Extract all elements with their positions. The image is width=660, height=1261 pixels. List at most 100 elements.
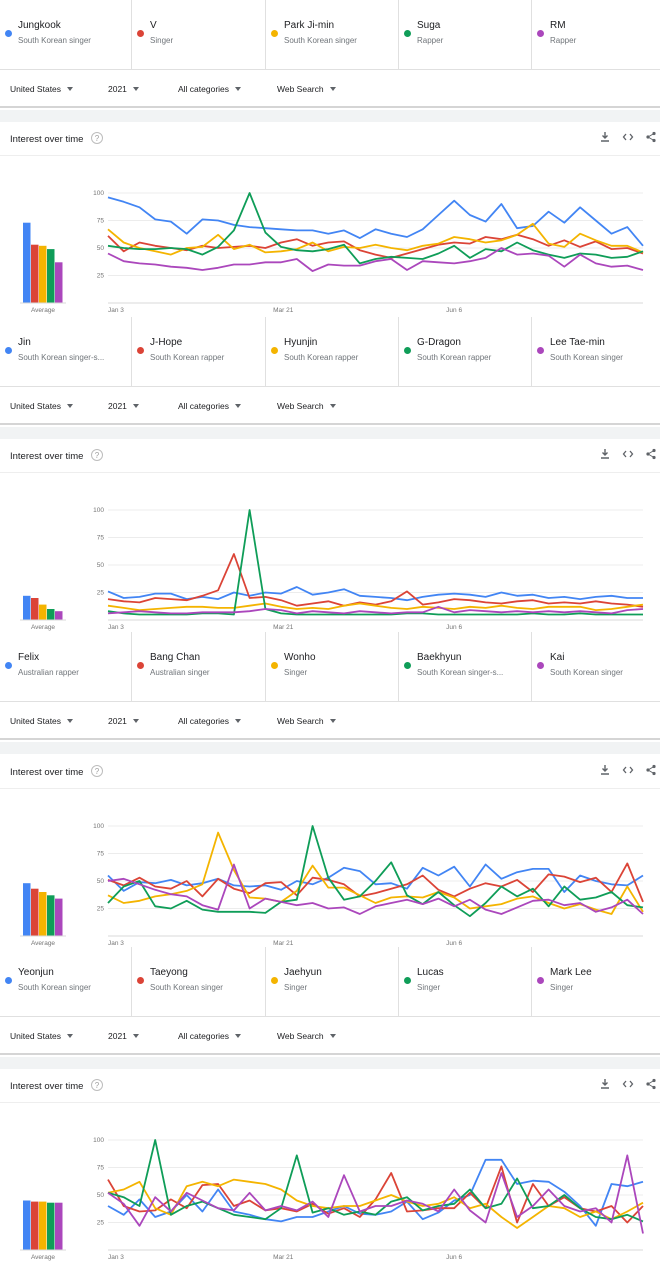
average-bar[interactable]: [39, 245, 47, 303]
series-line-4[interactable]: [107, 192, 644, 265]
term-name: Lee Tae-min: [550, 337, 605, 348]
share-icon[interactable]: [644, 448, 658, 462]
search-term-3[interactable]: Wonho Singer: [265, 632, 398, 702]
search-term-4[interactable]: Suga Rapper: [398, 0, 531, 70]
series-line-3[interactable]: [107, 602, 644, 612]
dropdown-label: All categories: [178, 716, 230, 726]
filters-bar: United States 2021 All categories Web Searc…: [0, 387, 660, 425]
search-term-3[interactable]: Jaehyun Singer: [265, 947, 398, 1017]
search-term-2[interactable]: Taeyong South Korean singer: [131, 947, 265, 1017]
average-bar[interactable]: [31, 598, 39, 620]
search-term-5[interactable]: RM Rapper: [531, 0, 660, 70]
average-bar[interactable]: [55, 262, 63, 303]
average-bar[interactable]: [55, 1202, 63, 1250]
series-line-1[interactable]: [107, 863, 644, 893]
embed-code-icon[interactable]: [621, 764, 635, 778]
average-bar[interactable]: [39, 604, 47, 620]
embed-code-icon[interactable]: [621, 131, 635, 145]
average-bar[interactable]: [47, 609, 55, 620]
average-bar[interactable]: [23, 222, 31, 303]
average-bar[interactable]: [23, 1200, 31, 1251]
download-icon[interactable]: [598, 764, 612, 778]
average-bar[interactable]: [55, 611, 63, 620]
search-term-1[interactable]: Felix Australian rapper: [0, 632, 131, 702]
year-dropdown[interactable]: 2021: [108, 716, 139, 726]
chevron-down-icon: [329, 404, 336, 408]
search-term-2[interactable]: Bang Chan Australian singer: [131, 632, 265, 702]
average-bar[interactable]: [31, 244, 39, 303]
term-description: South Korean singer: [18, 983, 91, 992]
search-term-4[interactable]: G-Dragon South Korean rapper: [398, 317, 531, 387]
card-header: Interest over time?: [0, 122, 660, 156]
region-dropdown[interactable]: United States: [10, 1031, 74, 1041]
download-icon[interactable]: [598, 1078, 612, 1092]
share-icon[interactable]: [644, 764, 658, 778]
series-line-2[interactable]: [107, 862, 644, 903]
series-line-1[interactable]: [107, 586, 643, 602]
series-line-5[interactable]: [107, 863, 644, 915]
average-bar[interactable]: [31, 888, 39, 936]
series-line-4[interactable]: [107, 825, 644, 918]
x-tick-label: Jun 6: [446, 307, 462, 314]
help-circle-icon[interactable]: ?: [91, 1079, 103, 1091]
search-term-1[interactable]: Jin South Korean singer-s...: [0, 317, 131, 387]
series-line-5[interactable]: [107, 1154, 644, 1234]
average-bar[interactable]: [31, 1201, 39, 1250]
embed-code-icon[interactable]: [621, 448, 635, 462]
region-dropdown[interactable]: United States: [10, 716, 74, 726]
year-dropdown[interactable]: 2021: [108, 84, 139, 94]
search-term-5[interactable]: Kai South Korean singer: [531, 632, 660, 702]
term-description: Australian rapper: [18, 668, 79, 677]
download-icon[interactable]: [598, 448, 612, 462]
search-type-dropdown[interactable]: Web Search: [277, 1031, 336, 1041]
search-term-1[interactable]: Yeonjun South Korean singer: [0, 947, 131, 1017]
average-bar[interactable]: [39, 1201, 47, 1250]
series-line-3[interactable]: [107, 831, 644, 915]
category-dropdown[interactable]: All categories: [178, 84, 242, 94]
search-term-3[interactable]: Hyunjin South Korean rapper: [265, 317, 398, 387]
search-term-5[interactable]: Lee Tae-min South Korean singer: [531, 317, 660, 387]
year-dropdown[interactable]: 2021: [108, 401, 139, 411]
average-bar[interactable]: [47, 895, 55, 936]
search-type-dropdown[interactable]: Web Search: [277, 84, 336, 94]
series-line-4[interactable]: [107, 1139, 644, 1223]
average-bar[interactable]: [47, 249, 55, 303]
share-icon[interactable]: [644, 131, 658, 145]
series-line-5[interactable]: [107, 605, 644, 615]
search-term-5[interactable]: Mark Lee Singer: [531, 947, 660, 1017]
card-header: Interest over time?: [0, 439, 660, 473]
share-icon[interactable]: [644, 1078, 658, 1092]
region-dropdown[interactable]: United States: [10, 401, 74, 411]
search-term-2[interactable]: V Singer: [131, 0, 265, 70]
series-line-5[interactable]: [107, 247, 644, 272]
search-term-1[interactable]: Jungkook South Korean singer: [0, 0, 131, 70]
embed-code-icon[interactable]: [621, 1078, 635, 1092]
average-bar[interactable]: [23, 883, 31, 936]
interest-over-time-card: Interest over time? 25 50 75 100 Jan 3 Mar 21 J…: [0, 1069, 660, 1261]
year-dropdown[interactable]: 2021: [108, 1031, 139, 1041]
average-bar[interactable]: [47, 1202, 55, 1250]
term-description: Australian singer: [150, 668, 210, 677]
region-dropdown[interactable]: United States: [10, 84, 74, 94]
series-line-4[interactable]: [107, 509, 643, 616]
download-icon[interactable]: [598, 131, 612, 145]
search-term-2[interactable]: J-Hope South Korean rapper: [131, 317, 265, 387]
series-line-3[interactable]: [107, 1178, 644, 1229]
search-term-3[interactable]: Park Ji-min South Korean singer: [265, 0, 398, 70]
series-line-1[interactable]: [107, 196, 644, 247]
search-term-4[interactable]: Baekhyun South Korean singer-s...: [398, 632, 531, 702]
category-dropdown[interactable]: All categories: [178, 1031, 242, 1041]
series-line-3[interactable]: [107, 222, 644, 256]
average-bar[interactable]: [39, 892, 47, 936]
help-circle-icon[interactable]: ?: [91, 765, 103, 777]
category-dropdown[interactable]: All categories: [178, 401, 242, 411]
average-bar[interactable]: [55, 898, 63, 936]
search-term-4[interactable]: Lucas Singer: [398, 947, 531, 1017]
help-circle-icon[interactable]: ?: [91, 132, 103, 144]
search-type-dropdown[interactable]: Web Search: [277, 716, 336, 726]
search-type-dropdown[interactable]: Web Search: [277, 401, 336, 411]
category-dropdown[interactable]: All categories: [178, 716, 242, 726]
help-circle-icon[interactable]: ?: [91, 449, 103, 461]
series-line-2[interactable]: [107, 553, 644, 608]
average-bar[interactable]: [23, 595, 31, 620]
